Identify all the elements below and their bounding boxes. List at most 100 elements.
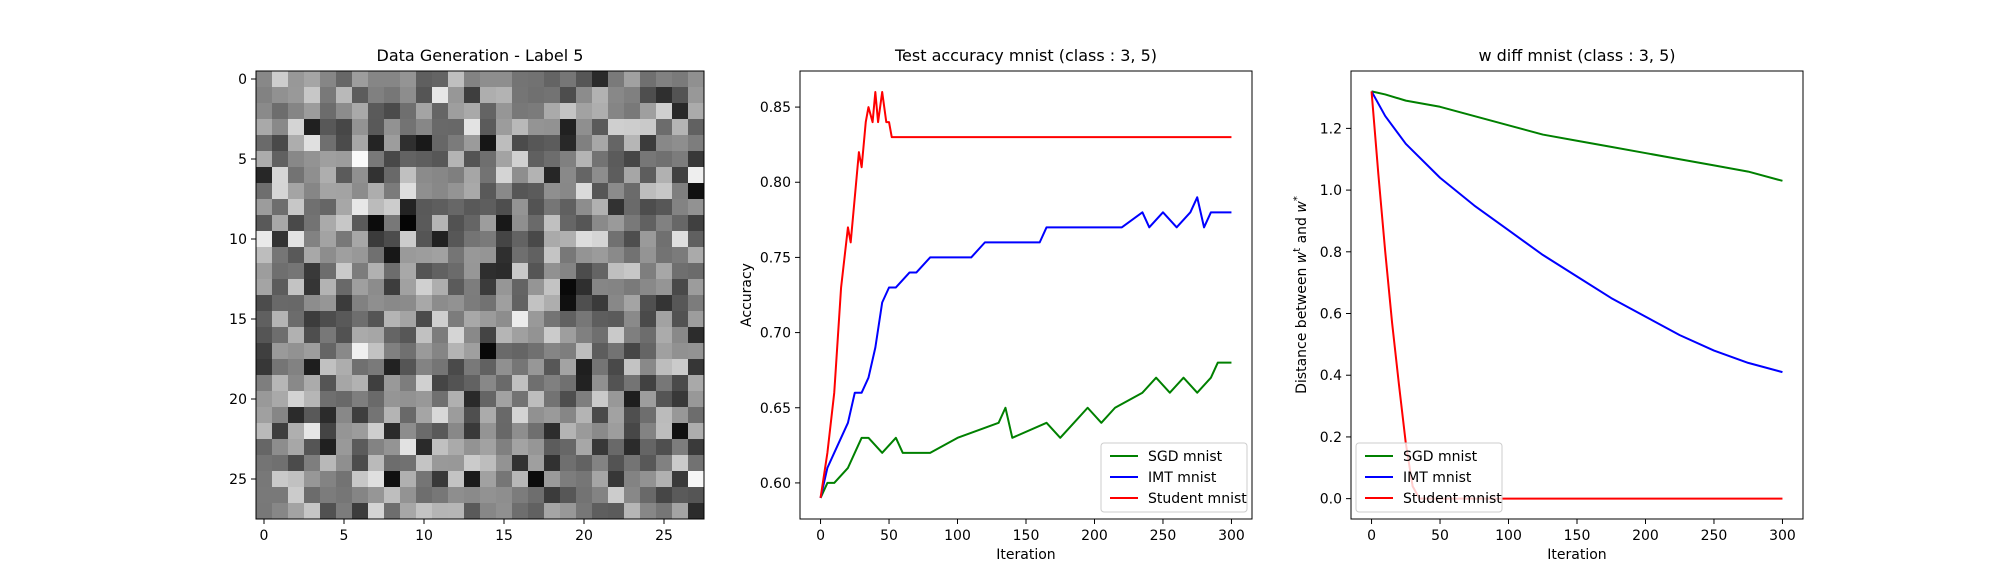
heatmap-cell (352, 71, 369, 88)
heatmap-cell (448, 343, 465, 360)
y-tick-label: 0.0 (1320, 492, 1342, 508)
heatmap-cell (608, 487, 625, 504)
heatmap-cell (256, 215, 273, 232)
x-tick-label: 25 (655, 528, 673, 544)
heatmap-cell (272, 183, 289, 200)
heatmap-cell (640, 311, 657, 328)
heatmap-cell (320, 391, 337, 408)
heatmap-cell (400, 503, 417, 520)
heatmap-cell (464, 183, 481, 200)
heatmap-cell (272, 407, 289, 424)
heatmap-cell (448, 71, 465, 88)
heatmap-cell (480, 199, 497, 216)
heatmap-cell (496, 167, 513, 184)
heatmap-cell (528, 71, 545, 88)
heatmap-cell (272, 87, 289, 104)
heatmap-cell (320, 199, 337, 216)
series-lines (819, 91, 1232, 499)
heatmap-cell (480, 311, 497, 328)
heatmap-cell (480, 71, 497, 88)
heatmap-cell (464, 455, 481, 472)
heatmap-cell (560, 487, 577, 504)
heatmap-cell (256, 407, 273, 424)
heatmap-cell (272, 455, 289, 472)
heatmap-cell (352, 375, 369, 392)
heatmap-cell (576, 263, 593, 280)
heatmap-cell (656, 359, 673, 376)
heatmap-cell (304, 455, 321, 472)
heatmap-cell (624, 487, 641, 504)
heatmap-cell (272, 487, 289, 504)
heatmap-cell (656, 183, 673, 200)
heatmap-cell (672, 391, 689, 408)
heatmap-cell (672, 151, 689, 168)
heatmap-cell (640, 471, 657, 488)
heatmap-cell (688, 503, 705, 520)
heatmap-cell (352, 439, 369, 456)
heatmap-cell (432, 119, 449, 136)
heatmap-cell (464, 167, 481, 184)
heatmap-cell (560, 135, 577, 152)
heatmap-cell (576, 423, 593, 440)
heatmap-cell (464, 151, 481, 168)
heatmap-cell (544, 327, 561, 344)
heatmap-cell (688, 183, 705, 200)
heatmap-cell (512, 359, 529, 376)
heatmap-cell (464, 503, 481, 520)
heatmap-cell (624, 423, 641, 440)
heatmap-cell (336, 183, 353, 200)
heatmap-cell (432, 199, 449, 216)
heatmap-cell (368, 199, 385, 216)
heatmap-cell (464, 343, 481, 360)
heatmap-cell (608, 359, 625, 376)
heatmap-cell (576, 439, 593, 456)
heatmap-cell (608, 279, 625, 296)
heatmap-cell (608, 327, 625, 344)
heatmap-cell (288, 455, 305, 472)
heatmap-cell (480, 151, 497, 168)
heatmap-cell (288, 263, 305, 280)
heatmap-cell (528, 439, 545, 456)
heatmap-cell (608, 119, 625, 136)
heatmap-cell (544, 375, 561, 392)
heatmap-cell (448, 247, 465, 264)
heatmap-cell (576, 279, 593, 296)
heatmap-cell (400, 391, 417, 408)
heatmap-cell (496, 263, 513, 280)
heatmap-cell (448, 199, 465, 216)
heatmap-cell (288, 183, 305, 200)
heatmap-cell (528, 311, 545, 328)
heatmap-cell (688, 231, 705, 248)
heatmap-cell (512, 295, 529, 312)
heatmap-cell (544, 71, 561, 88)
heatmap-cell (608, 471, 625, 488)
heatmap-cell (592, 167, 609, 184)
heatmap-cell (560, 391, 577, 408)
heatmap-cell (416, 151, 433, 168)
heatmap-cell (288, 375, 305, 392)
heatmap-cell (640, 391, 657, 408)
heatmap-cell (480, 375, 497, 392)
x-tick-label: 200 (1081, 528, 1108, 544)
heatmap-cell (432, 471, 449, 488)
heatmap-cell (384, 359, 401, 376)
heatmap-cell (464, 279, 481, 296)
heatmap-cell (624, 119, 641, 136)
heatmap-cell (256, 183, 273, 200)
heatmap-cell (432, 327, 449, 344)
heatmap-cell (352, 167, 369, 184)
legend-label: Student mnist (1148, 491, 1247, 507)
heatmap-cell (416, 439, 433, 456)
x-tick-label: 250 (1150, 528, 1177, 544)
heatmap-cell (688, 103, 705, 120)
heatmap-cell (384, 439, 401, 456)
heatmap-cell (640, 327, 657, 344)
heatmap-cell (496, 103, 513, 120)
heatmap-cell (640, 359, 657, 376)
heatmap-cell (368, 359, 385, 376)
heatmap-cell (544, 231, 561, 248)
heatmap-cell (432, 439, 449, 456)
heatmap-cell (384, 119, 401, 136)
heatmap-cell (672, 359, 689, 376)
